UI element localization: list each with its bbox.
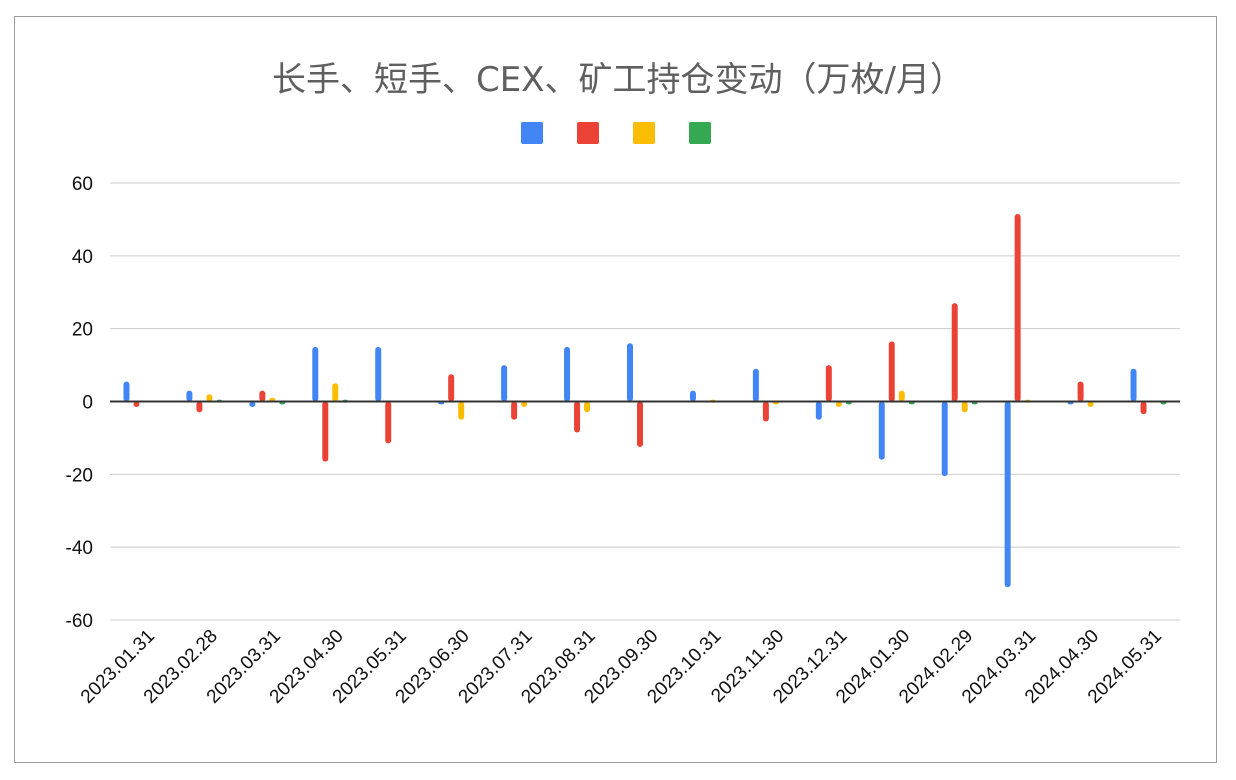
bar-series3-2024.02.29 [961,401,968,413]
y-tick-label: -60 [66,611,93,632]
bar-series1-2024.02.29 [941,401,948,477]
bar-series2-2023.08.31 [574,401,581,433]
bar-series1-2023.01.31 [123,381,130,402]
bar-series2-2024.04.30 [1077,381,1084,402]
bar-series1-2023.03.31 [249,401,256,407]
bar-series2-2023.01.31 [133,401,140,407]
bar-series2-2024.05.31 [1140,401,1147,415]
bar-series2-2023.07.31 [511,401,518,420]
bar-series2-2023.04.30 [322,401,329,462]
bar-series3-2024.01.30 [898,390,905,402]
bar-series3-2023.06.30 [458,401,465,420]
y-tick-label: 40 [72,247,93,268]
bar-series1-2024.05.31 [1130,368,1137,402]
bar-series3-2023.08.31 [584,401,591,413]
bar-series3-2023.02.28 [206,394,213,402]
y-tick-label: 20 [72,320,93,341]
legend-swatch-1 [521,122,543,144]
bar-series3-2023.12.31 [835,401,842,407]
bar-series3-2023.07.31 [521,401,528,407]
y-tick-label: 0 [82,393,93,414]
legend-swatch-2 [577,122,599,144]
bar-series1-2023.10.31 [689,390,696,402]
bar-series2-2024.01.30 [888,341,895,402]
y-tick-label: -40 [66,538,93,559]
chart-title: 长手、短手、CEX、矿工持仓变动（万枚/月） [272,60,964,100]
y-tick-label: -20 [66,465,93,486]
bar-series1-2023.08.31 [564,346,571,402]
bar-series3-2024.04.30 [1087,401,1094,407]
bar-series2-2023.06.30 [448,374,455,402]
bar-series1-2023.09.30 [627,343,633,402]
bar-series1-2024.01.30 [878,401,885,460]
bar-series2-2023.11.30 [762,401,769,422]
legend-swatch-4 [689,122,711,144]
bar-series2-2023.05.31 [385,401,392,444]
bar-series2-2024.02.29 [951,303,958,402]
bar-series2-2023.12.31 [825,365,832,402]
bar-series1-2023.05.31 [375,346,382,402]
chart-frame [14,16,1217,763]
bar-series3-2023.04.30 [332,383,339,402]
bar-series1-2023.12.31 [815,401,822,420]
legend-swatch-3 [633,122,655,144]
bar-series1-2023.02.28 [186,390,193,402]
bar-series1-2023.11.30 [752,368,759,402]
bar-series2-2023.02.28 [196,401,203,413]
bar-series1-2023.04.30 [312,346,319,402]
bar-series2-2023.09.30 [637,401,643,448]
bar-series2-2024.03.31 [1014,213,1021,402]
bar-series1-2024.03.31 [1004,401,1011,588]
y-tick-label: 60 [72,174,93,195]
bar-series1-2023.07.31 [501,365,508,402]
bar-series2-2023.03.31 [259,390,266,402]
